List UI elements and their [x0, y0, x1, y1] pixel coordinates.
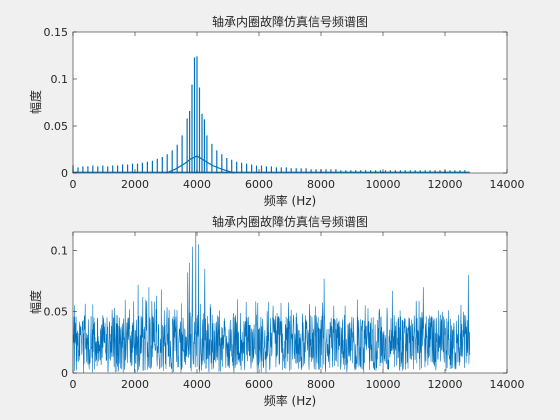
x-axis-label-2: 频率 (Hz) — [264, 393, 317, 408]
x-tick-label: 2000 — [121, 378, 149, 391]
axes-box-1 — [72, 31, 508, 174]
y-tick-label: 0 — [61, 367, 68, 380]
plot-area-1 — [73, 32, 507, 173]
x-tick-label: 4000 — [183, 378, 211, 391]
x-tick-label: 0 — [70, 178, 77, 191]
chart-title-1: 轴承内圈故障仿真信号频谱图 — [212, 14, 368, 29]
y-tick-label: 0.05 — [44, 120, 69, 133]
x-tick-label: 4000 — [183, 178, 211, 191]
x-tick-label: 14000 — [490, 378, 525, 391]
x-axis-label-1: 频率 (Hz) — [264, 193, 317, 208]
x-tick-label: 2000 — [121, 178, 149, 191]
axes-box-2 — [72, 231, 508, 374]
x-tick-label: 0 — [70, 378, 77, 391]
y-tick-label: 0.05 — [44, 306, 69, 319]
spectrum-axes-1: 轴承内圈故障仿真信号频谱图 0 2000 4000 6000 8000 10000 1200… — [28, 14, 525, 208]
x-tick-label: 8000 — [307, 378, 335, 391]
noisy-spectrum-series — [72, 231, 471, 374]
x-tick-label: 10000 — [366, 178, 401, 191]
chart-title-2: 轴承内圈故障仿真信号频谱图 — [212, 214, 368, 229]
x-tick-label: 10000 — [366, 378, 401, 391]
x-tick-label: 8000 — [307, 178, 335, 191]
spectrum-envelope-series — [165, 155, 235, 174]
ticks-1: 0 2000 4000 6000 8000 10000 12000 14000 0 0.05 0.1… — [44, 26, 525, 191]
y-tick-label: 0 — [61, 167, 68, 180]
y-tick-label: 0.1 — [51, 73, 69, 86]
spectrum-axes-2: 轴承内圈故障仿真信号频谱图 0 2000 4000 6000 8000 10000 1200… — [28, 214, 525, 408]
plot-layer-2 — [72, 231, 471, 374]
y-tick-label: 0.15 — [44, 26, 69, 39]
x-tick-label: 6000 — [245, 178, 273, 191]
x-tick-label: 14000 — [490, 178, 525, 191]
plot-layer-1 — [72, 56, 470, 174]
ticks-2: 0 2000 4000 6000 8000 10000 12000 14000 0 0.05 0.1 — [44, 232, 525, 391]
x-tick-label: 12000 — [428, 378, 463, 391]
y-tick-label: 0.1 — [51, 244, 69, 257]
y-axis-label-1: 幅度 — [28, 90, 43, 114]
y-axis-label-2: 幅度 — [28, 290, 43, 314]
x-tick-label: 12000 — [428, 178, 463, 191]
x-tick-label: 6000 — [245, 378, 273, 391]
